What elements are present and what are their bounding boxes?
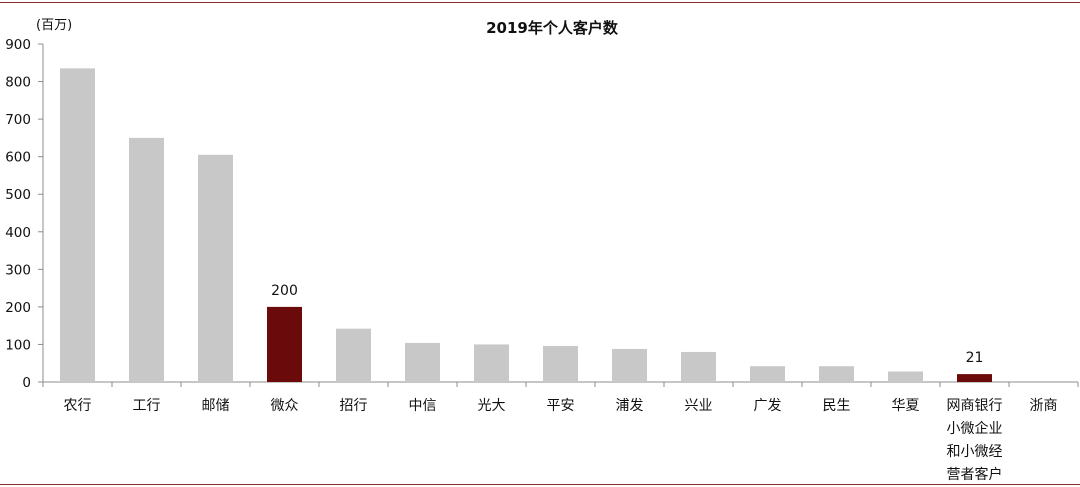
y-tick-label: 800: [5, 75, 31, 91]
data-label: 21: [966, 350, 984, 366]
x-tick-label: 小微企业: [947, 420, 1003, 437]
x-tick-label: 微众: [271, 398, 299, 414]
y-tick-label: 900: [5, 37, 31, 53]
bottom-border: [0, 484, 1080, 485]
bar: [957, 374, 992, 382]
y-tick-label: 0: [22, 375, 31, 391]
x-tick-label: 广发: [754, 398, 782, 414]
y-tick-label: 100: [5, 337, 31, 353]
x-tick-label: 平安: [547, 398, 575, 414]
x-tick-label: 华夏: [892, 398, 920, 414]
x-tick-label: 农行: [64, 398, 92, 414]
bar: [405, 342, 440, 382]
y-unit-label: (百万): [36, 18, 72, 33]
bar: [336, 328, 371, 382]
y-tick-label: 400: [5, 225, 31, 241]
axes: 0 100 200 300 400 500 600 700 800 900: [5, 37, 1079, 391]
x-tick-label: 招行: [340, 398, 368, 414]
bar: [129, 137, 164, 382]
x-tick-label: 邮储: [202, 398, 230, 414]
x-tick-label: 光大: [478, 398, 506, 414]
bar: [198, 154, 233, 382]
top-border: [0, 2, 1080, 3]
bar: [888, 371, 923, 382]
bar: [819, 366, 854, 382]
x-tick-label: 浙商: [1030, 398, 1058, 414]
y-tick-label: 600: [5, 150, 31, 166]
y-tick-label: 200: [5, 300, 31, 316]
x-tick-label: 网商银行: [947, 398, 1003, 414]
x-tick-label: 民生: [823, 398, 851, 414]
x-tick-label: 中信: [409, 398, 437, 414]
bar: [543, 345, 578, 382]
bar: [267, 306, 302, 382]
data-label: 200: [271, 283, 298, 299]
bar: [612, 348, 647, 382]
labels: 农行 工行 邮储 微众 200 招行 中信 光大 平安 浦发 兴业 广发 民生 华夏 网商银行小微企业和小微…: [64, 283, 1058, 483]
bar: [750, 366, 785, 382]
x-tick-label: 和小微经: [947, 444, 1003, 460]
y-tick-label: 700: [5, 112, 31, 128]
x-tick-label: 兴业: [685, 398, 713, 414]
x-tick-label: 营者客户: [947, 466, 1003, 483]
x-tick-label: 浦发: [616, 398, 644, 414]
bar: [60, 68, 95, 383]
bar: [474, 344, 509, 382]
x-tick-label: 工行: [133, 398, 161, 414]
y-tick-label: 300: [5, 262, 31, 278]
y-tick-label: 500: [5, 187, 31, 203]
bars: [60, 68, 992, 383]
chart-title: 2019年个人客户数: [486, 19, 619, 37]
bar: [681, 351, 716, 382]
